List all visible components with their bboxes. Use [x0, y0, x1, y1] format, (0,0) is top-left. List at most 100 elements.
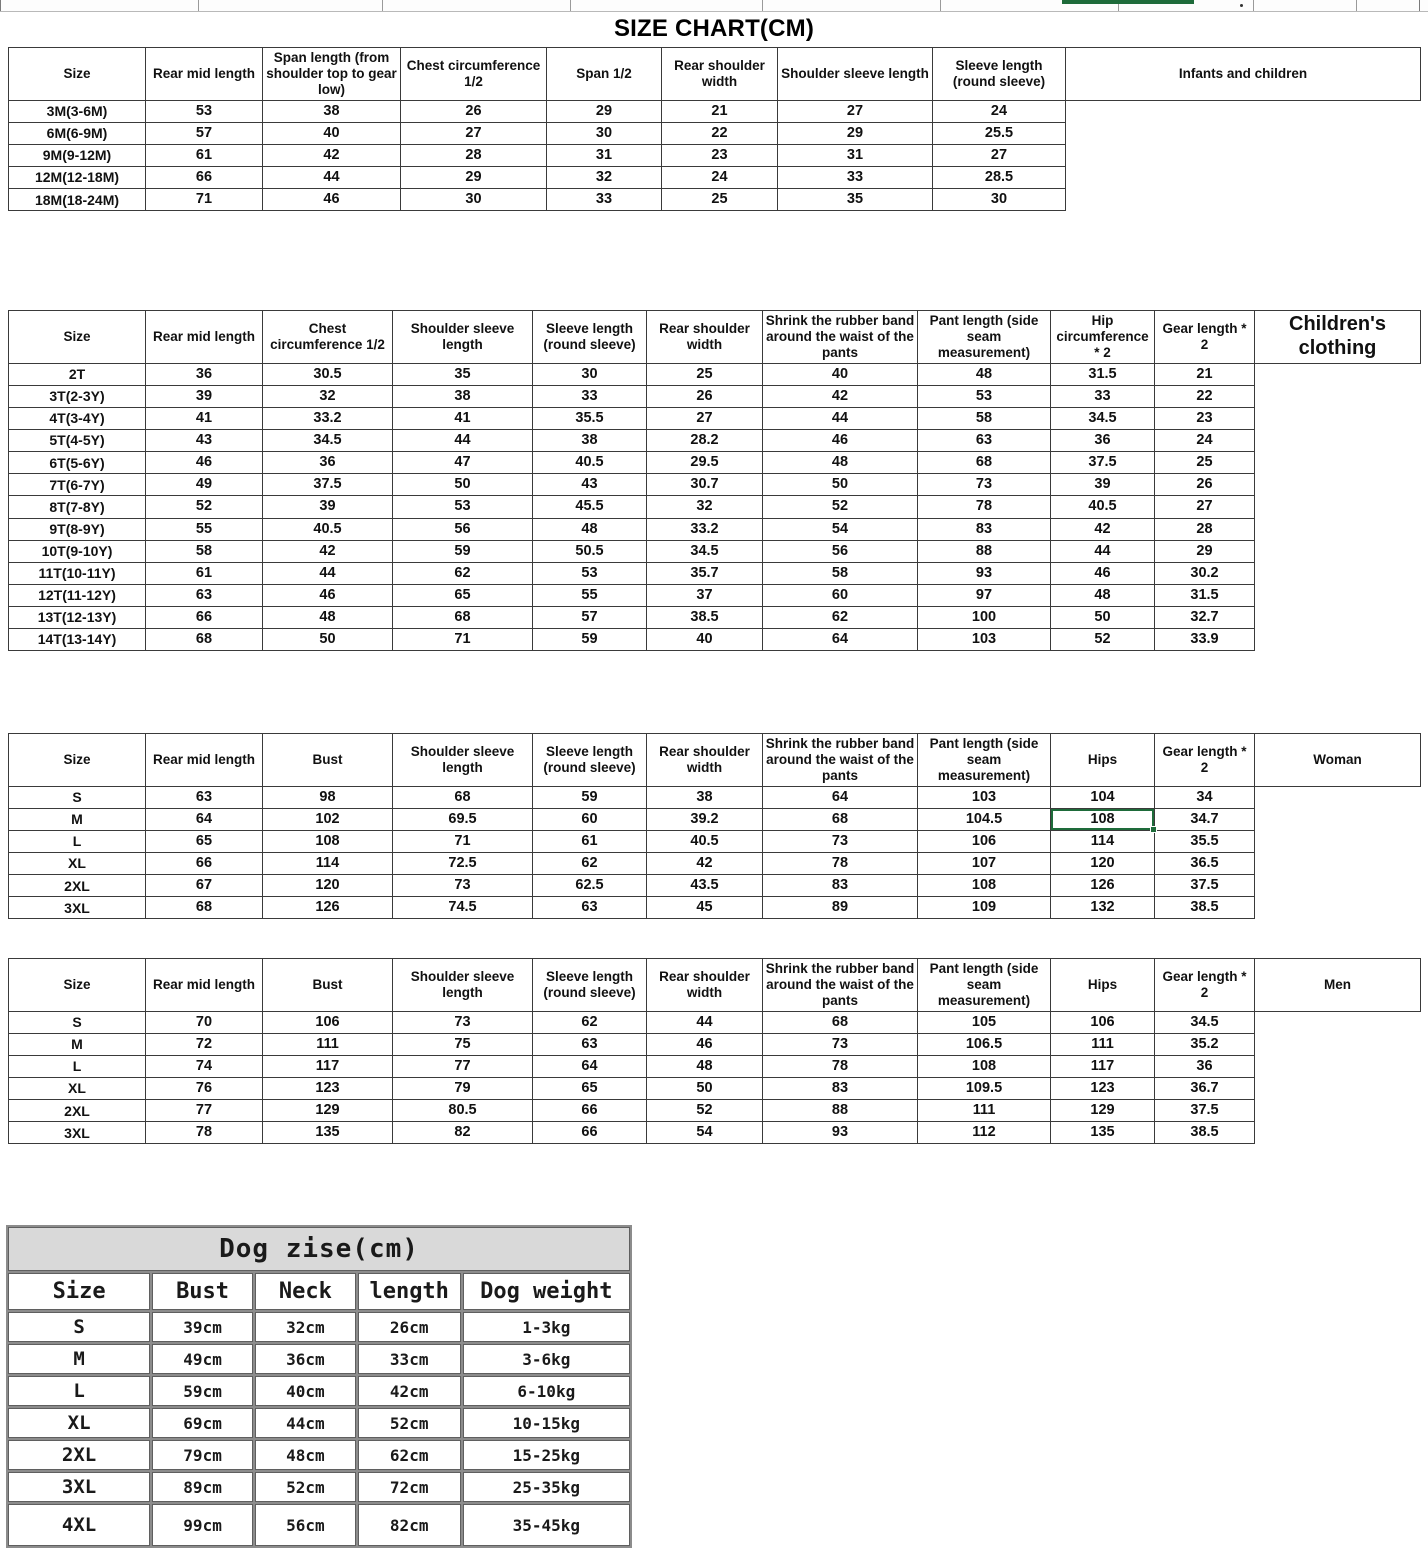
cell-value: 64	[762, 785, 918, 809]
cell-value: 38.5	[646, 605, 763, 630]
table-row: 2XL 67 120 73 62.5 43.5 83 108 126 37.5	[8, 874, 1421, 898]
cell-value: 37.5	[1154, 1099, 1255, 1123]
ruler-edge	[0, 0, 1, 11]
cell-value: 61	[145, 561, 263, 585]
table-row: XL 76 123 79 65 50 83 109.5 123 36.7	[8, 1077, 1421, 1101]
cell-value: 78	[917, 495, 1051, 519]
cell-value: 78	[145, 1121, 263, 1145]
cell-value: 108	[262, 829, 393, 854]
cell-value: 53	[145, 99, 263, 123]
cell-size: S	[8, 1010, 146, 1034]
cell-value: 80.5	[392, 1099, 533, 1123]
dog-table-row: L 59cm 40cm 42cm 6-10kg	[8, 1376, 630, 1406]
cell-value: 71	[392, 628, 533, 652]
col-header-gear-length: Gear length * 2	[1154, 733, 1255, 787]
cell-value: 30	[546, 121, 662, 145]
cell-value: 39	[1050, 473, 1155, 497]
cell-value: 111	[917, 1099, 1051, 1123]
cell-value: 28.5	[932, 166, 1066, 190]
cell-value: 129	[1050, 1099, 1155, 1123]
fill-handle[interactable]	[1150, 825, 1157, 833]
cell-value: 75	[392, 1032, 533, 1056]
infant-table-body: 3M(3-6M) 53 38 26 29 21 27 24 6M(6-9M) 5…	[8, 99, 1421, 212]
col-header-sleeve-length: Sleeve length (round sleeve)	[932, 47, 1066, 101]
cell-value: 63	[145, 785, 263, 809]
cell-value: 73	[392, 1010, 533, 1034]
col-header-size: Size	[8, 733, 146, 787]
cell-value: 33	[1050, 384, 1155, 408]
selected-cell[interactable]: 108	[1050, 807, 1157, 833]
category-label-men: Men	[1254, 958, 1421, 1012]
cell-value: 25	[1154, 451, 1255, 475]
cell-size: 3M(3-6M)	[8, 99, 146, 123]
ruler-tick	[762, 0, 763, 11]
cell-value: 64	[532, 1054, 647, 1079]
cell-value: 58	[917, 406, 1051, 431]
cell-value: 68	[392, 605, 533, 630]
table-row: 13T(12-13Y) 66 48 68 57 38.5 62 100 50 32.7	[8, 605, 1421, 630]
cell-value: 27	[1154, 495, 1255, 519]
dog-table-row: 4XL 99cm 56cm 82cm 35-45kg	[8, 1504, 630, 1546]
cell-size: 12M(12-18M)	[8, 166, 146, 190]
cell-size: XL	[8, 1077, 146, 1101]
cell-value: 41	[392, 406, 533, 431]
dog-table-row: 3XL 89cm 52cm 72cm 25-35kg	[8, 1472, 630, 1502]
cell-value: 98	[262, 785, 393, 809]
cell-value: 48	[917, 362, 1051, 386]
cell-value: 42	[262, 143, 401, 168]
cell-value: 82	[392, 1121, 533, 1145]
cell-value: 25.5	[932, 121, 1066, 145]
table-row: M 64 102 69.5 60 39.2 68 104.5 108 34.7	[8, 807, 1421, 833]
table-row: 12T(11-12Y) 63 46 65 55 37 60 97 48 31.5	[8, 583, 1421, 607]
dog-cell-value: 3-6kg	[462, 1344, 630, 1374]
cell-value: 29	[400, 166, 547, 190]
cell-value: 93	[917, 561, 1051, 585]
cell-value: 111	[262, 1032, 393, 1056]
dog-cell-value: 36cm	[254, 1344, 356, 1374]
cell-value: 25	[661, 188, 778, 212]
cell-value: 44	[262, 561, 393, 585]
kids-size-table: Size Rear mid length Chest circumference…	[8, 310, 1421, 652]
cell-size: 3XL	[8, 1121, 146, 1145]
cell-size: 13T(12-13Y)	[8, 605, 146, 630]
table-row: 11T(10-11Y) 61 44 62 53 35.7 58 93 46 30.2	[8, 561, 1421, 585]
category-label-infants: Infants and children	[1065, 47, 1421, 101]
cell-size: 8T(7-8Y)	[8, 495, 146, 519]
cell-size: 12T(11-12Y)	[8, 583, 146, 607]
dog-table-row: M 49cm 36cm 33cm 3-6kg	[8, 1344, 630, 1374]
infant-size-table: Size Rear mid length Span length (from s…	[8, 47, 1421, 212]
cell-value: 107	[917, 852, 1051, 876]
cell-value: 65	[532, 1077, 647, 1101]
cell-value: 42	[646, 852, 763, 876]
cell-value: 33	[777, 166, 933, 190]
col-header-rear-shoulder-width: Rear shoulder width	[646, 310, 763, 364]
cell-value: 66	[532, 1099, 647, 1123]
table-row: 3XL 78 135 82 66 54 93 112 135 38.5	[8, 1121, 1421, 1145]
cell-value: 100	[917, 605, 1051, 630]
col-header-size: Size	[8, 47, 146, 101]
ruler-tick	[570, 0, 571, 11]
cell-value: 35	[392, 362, 533, 386]
cell-value: 103	[917, 628, 1051, 652]
cell-value: 53	[392, 495, 533, 519]
cell-value: 126	[262, 896, 393, 920]
spreadsheet-column-ruler[interactable]	[0, 0, 1428, 12]
cell-value: 21	[661, 99, 778, 123]
cell-value: 52	[1050, 628, 1155, 652]
cell-value: 38	[262, 99, 401, 123]
dog-cell-value: 25-35kg	[462, 1472, 630, 1502]
cell-value: 66	[532, 1121, 647, 1145]
cell-value: 44	[392, 429, 533, 453]
cell-value: 48	[532, 517, 647, 541]
dog-cell-value: 44cm	[254, 1408, 356, 1438]
cell-value: 46	[762, 429, 918, 453]
cell-value: 44	[762, 406, 918, 431]
cell-value: 22	[661, 121, 778, 145]
dog-col-header-size: Size	[8, 1273, 151, 1310]
cell-value: 57	[532, 605, 647, 630]
cell-value: 114	[262, 852, 393, 876]
cell-value: 62	[762, 605, 918, 630]
cell-value: 40	[262, 121, 401, 145]
ruler-selected-column[interactable]	[1062, 0, 1194, 4]
cell-value: 38.5	[1154, 896, 1255, 920]
